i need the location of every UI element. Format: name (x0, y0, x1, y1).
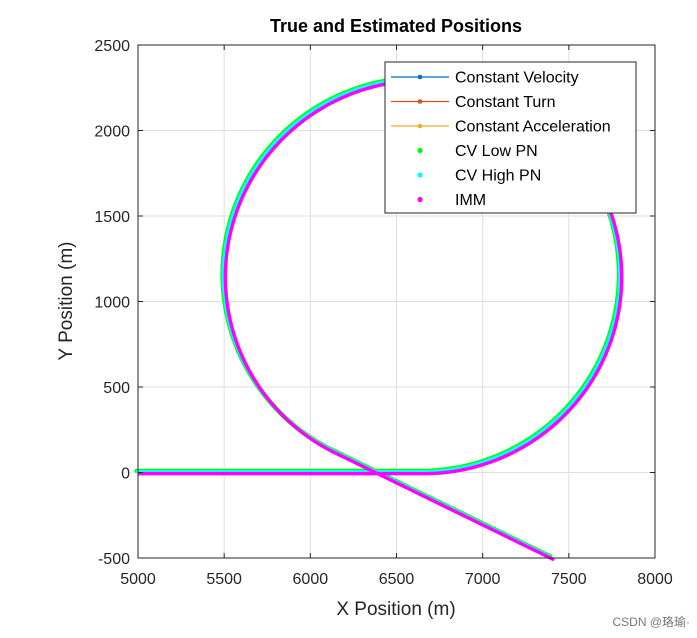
legend-label-0: Constant Velocity (455, 70, 579, 87)
legend-marker-4 (417, 172, 423, 178)
legend-marker-5 (417, 196, 423, 203)
x-tick-label: 5500 (206, 571, 242, 588)
legend-label-4: CV High PN (455, 168, 541, 185)
y-axis-label: Y Position (m) (56, 242, 77, 361)
legend-marker-3 (417, 147, 423, 154)
y-axis-ticks: -500 0 500 1000 1500 2000 2500 (94, 38, 655, 568)
legend-marker-1 (417, 99, 423, 104)
x-tick-label: 8000 (637, 571, 673, 588)
legend-box (384, 61, 637, 214)
y-tick-label: 1000 (94, 295, 130, 312)
x-tick-label: 7500 (551, 571, 587, 588)
x-axis-label: X Position (m) (336, 599, 455, 620)
legend-label-1: Constant Turn (455, 94, 556, 111)
legend-label-2: Constant Acceleration (455, 119, 611, 136)
y-tick-label: 2000 (94, 124, 130, 141)
x-tick-label: 6000 (293, 571, 329, 588)
x-tick-label: 6500 (379, 571, 415, 588)
legend-label-5: IMM (455, 192, 486, 209)
x-tick-label: 5000 (120, 571, 156, 588)
watermark-text: CSDN @珞瑜· (612, 614, 690, 629)
legend-marker-2 (417, 123, 423, 129)
chart-title: True and Estimated Positions (270, 16, 522, 36)
y-tick-label: 500 (103, 380, 130, 397)
y-tick-label: 0 (121, 466, 130, 483)
legend-label-3: CV Low PN (455, 143, 538, 160)
y-tick-label: -500 (98, 551, 130, 568)
legend: Constant Velocity Constant Turn Constant A… (384, 61, 637, 214)
legend-marker-0 (417, 74, 423, 80)
y-tick-label: 1500 (94, 209, 130, 226)
y-tick-label: 2500 (94, 38, 130, 55)
x-axis-ticks: 5000 5500 6000 6500 7000 7500 8000 (120, 45, 673, 588)
x-tick-label: 7000 (465, 571, 501, 588)
